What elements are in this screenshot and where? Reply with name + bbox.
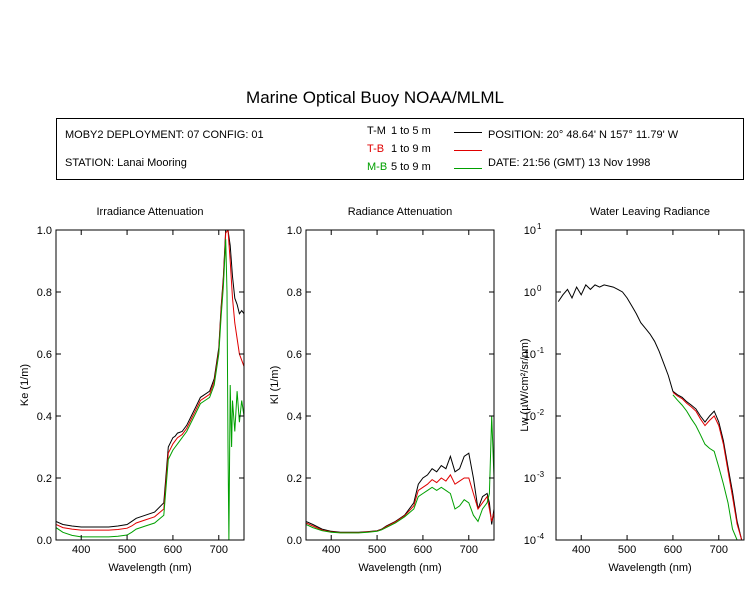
y-tick-label: 10 <box>524 287 536 299</box>
y-tick-label: 0.2 <box>37 473 52 485</box>
chart-2: Radiance Attenuation 400 500 600 700 0.0 0.2 0.… <box>269 206 495 574</box>
y-tick-label: 0.8 <box>37 287 52 299</box>
y-tick-label: 10 <box>524 225 536 237</box>
chart-title: Water Leaving Radiance <box>590 206 710 218</box>
x-tick-label: 600 <box>664 544 682 556</box>
plot-frame <box>305 229 495 541</box>
series-line-t-m <box>56 230 244 528</box>
legend-range: 1 to 9 m <box>391 143 431 155</box>
y-tick-exponent: -2 <box>537 408 545 417</box>
x-tick-label: 500 <box>618 544 636 556</box>
x-axis-label: Wavelength (nm) <box>358 562 441 574</box>
x-tick-label: 700 <box>460 544 478 556</box>
y-tick-label: 10 <box>524 349 536 361</box>
station-text: STATION: Lanai Mooring <box>65 157 187 169</box>
y-tick-label: 10 <box>524 473 536 485</box>
y-tick-label: 10 <box>524 535 536 547</box>
date-text: DATE: 21:56 (GMT) 13 Nov 1998 <box>488 157 651 169</box>
y-tick-label: 0.0 <box>287 535 302 547</box>
x-tick-label: 400 <box>572 544 590 556</box>
x-tick-label: 500 <box>118 544 136 556</box>
y-tick-exponent: 0 <box>537 284 542 293</box>
series-line-m-b <box>306 415 494 534</box>
series-line-t-b <box>672 392 743 540</box>
y-tick-label: 10 <box>524 411 536 423</box>
y-tick-label: 1.0 <box>287 225 302 237</box>
x-tick-label: 700 <box>710 544 728 556</box>
y-tick-label: 0.6 <box>287 349 302 361</box>
x-tick-label: 400 <box>322 544 340 556</box>
y-tick-exponent: -3 <box>537 470 545 479</box>
series-line-m-b <box>672 394 742 540</box>
legend-range: 5 to 9 m <box>391 161 431 173</box>
y-tick-label: 0.0 <box>37 535 52 547</box>
x-tick-label: 600 <box>164 544 182 556</box>
legend-entry-tb: T-B 1 to 9 m <box>367 143 482 155</box>
y-tick-label: 0.4 <box>287 411 302 423</box>
legend-entry-tm: T-M 1 to 5 m <box>367 125 482 137</box>
y-tick-label: 0.8 <box>287 287 302 299</box>
info-panel: MOBY2 DEPLOYMENT: 07 CONFIG: 01 STATION:… <box>56 118 744 180</box>
y-tick-label: 0.2 <box>287 473 302 485</box>
y-tick-label: 0.6 <box>37 349 52 361</box>
x-tick-label: 600 <box>414 544 432 556</box>
y-tick-exponent: 1 <box>537 222 542 231</box>
series-line-t-b <box>56 230 244 531</box>
chart-1: Irradiance Attenuation 400 500 600 700 0.0 0.2… <box>19 206 245 574</box>
y-axis-label: Ke (1/m) <box>19 364 31 406</box>
series-line-m-b <box>56 239 244 540</box>
y-tick-exponent: -1 <box>537 346 545 355</box>
legend-code: M-B <box>367 161 388 173</box>
y-tick-label: 0.4 <box>37 411 52 423</box>
y-tick-label: 1.0 <box>37 225 52 237</box>
y-tick-exponent: -4 <box>537 532 545 541</box>
plot-frame <box>555 229 745 541</box>
chart-main-title: Marine Optical Buoy NOAA/MLML <box>246 88 504 107</box>
x-tick-label: 500 <box>368 544 386 556</box>
legend-range: 1 to 5 m <box>391 125 431 137</box>
x-tick-label: 700 <box>210 544 228 556</box>
series-line-t-b <box>306 473 494 534</box>
series-line-t-m <box>557 284 743 540</box>
chart-title: Radiance Attenuation <box>348 206 453 218</box>
position-text: POSITION: 20° 48.64' N 157° 11.79' W <box>488 129 679 141</box>
y-axis-label: Lw (µW/cm²/sr/nm) <box>519 338 531 431</box>
legend-entry-mb: M-B 5 to 9 m <box>367 161 482 173</box>
chart-title: Irradiance Attenuation <box>96 206 203 218</box>
x-tick-label: 400 <box>72 544 90 556</box>
legend-line <box>454 168 482 169</box>
legend-line <box>454 132 482 133</box>
x-axis-label: Wavelength (nm) <box>108 562 191 574</box>
legend-code: T-M <box>367 125 386 137</box>
deployment-text: MOBY2 DEPLOYMENT: 07 CONFIG: 01 <box>65 129 264 141</box>
legend-line <box>454 150 482 151</box>
x-axis-label: Wavelength (nm) <box>608 562 691 574</box>
y-axis-label: Kl (1/m) <box>269 366 281 405</box>
plot-frame <box>55 229 245 541</box>
legend-code: T-B <box>367 143 385 155</box>
